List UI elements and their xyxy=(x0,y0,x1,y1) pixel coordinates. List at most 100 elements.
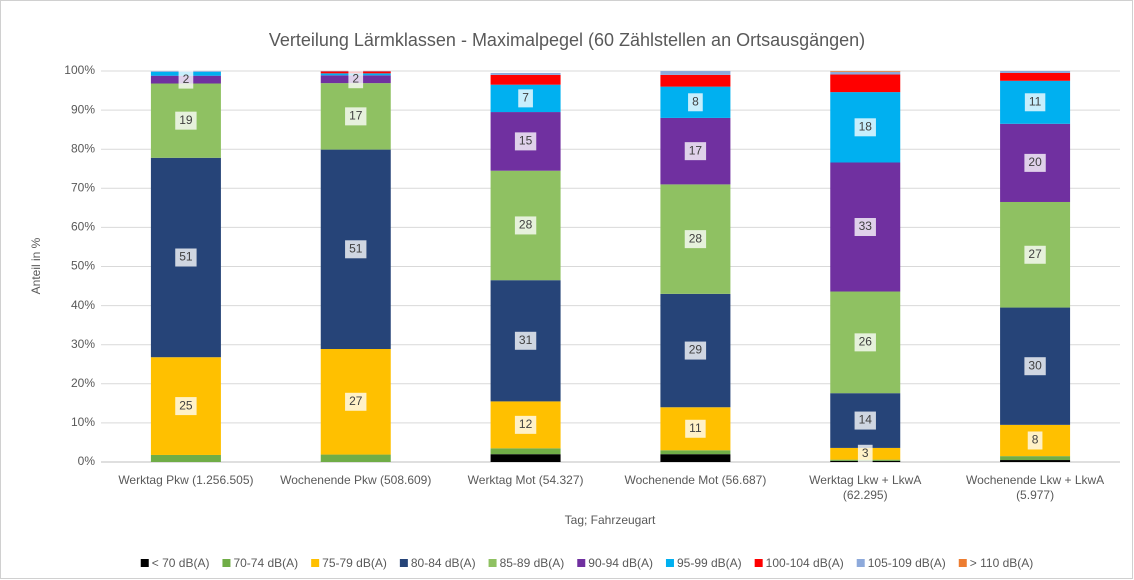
data-label-text: 20 xyxy=(1028,155,1042,169)
data-label: 8 xyxy=(1027,431,1043,450)
y-tick-label: 80% xyxy=(71,141,95,155)
x-tick-label: Werktag Mot (54.327) xyxy=(468,473,584,487)
legend-swatch xyxy=(958,559,967,567)
data-label-text: 8 xyxy=(1032,433,1039,447)
legend-swatch xyxy=(140,559,149,567)
y-tick-label: 40% xyxy=(71,298,95,312)
bar-segment xyxy=(660,71,731,75)
data-label-box xyxy=(514,331,537,350)
data-label-text: 27 xyxy=(1028,247,1042,261)
data-label-box xyxy=(1024,93,1046,112)
data-label-box xyxy=(514,216,537,235)
y-tick-label: 0% xyxy=(78,454,96,468)
data-label: 3 xyxy=(857,444,873,463)
data-label: 31 xyxy=(514,331,537,350)
legend-swatch xyxy=(577,559,586,567)
data-label-box xyxy=(514,132,537,151)
data-label-box xyxy=(684,230,707,249)
bar-segment xyxy=(830,71,901,75)
bar-segment xyxy=(490,72,561,75)
legend-swatch xyxy=(665,559,674,567)
data-label-text: 15 xyxy=(519,134,533,148)
data-label-text: 17 xyxy=(689,143,703,157)
legend-swatch xyxy=(311,559,320,567)
data-label: 2 xyxy=(178,70,194,89)
data-label: 11 xyxy=(685,419,706,438)
legend-label: 80-84 dB(A) xyxy=(411,556,476,570)
x-tick-label: Wochenende Pkw (508.609) xyxy=(280,473,431,487)
data-label: 19 xyxy=(175,111,197,130)
bar-segment xyxy=(660,74,731,87)
x-tick-label: Werktag Pkw (1.256.505) xyxy=(118,473,253,487)
bar-segment xyxy=(490,448,561,455)
data-label: 12 xyxy=(514,415,537,434)
y-tick-label: 70% xyxy=(71,180,95,194)
label-line: Wochenende Lkw + LkwA xyxy=(966,473,1104,487)
legend-swatch xyxy=(856,559,865,567)
data-label-box xyxy=(688,93,703,112)
data-label-text: 7 xyxy=(522,91,529,105)
data-label-text: 25 xyxy=(179,398,193,412)
legend-swatch xyxy=(222,559,231,567)
bar-segment xyxy=(830,74,901,93)
data-label-box xyxy=(345,392,367,411)
legend-label: > 110 dB(A) xyxy=(970,556,1033,570)
data-label: 27 xyxy=(345,392,367,411)
bar-segment xyxy=(660,454,731,462)
y-tick-label: 30% xyxy=(71,337,95,351)
y-tick-label: 90% xyxy=(71,102,95,116)
bar-segment xyxy=(1000,456,1071,461)
legend-label: 100-104 dB(A) xyxy=(766,556,844,570)
data-label-box xyxy=(175,248,197,267)
data-label-box xyxy=(854,218,876,237)
data-label: 28 xyxy=(514,216,537,235)
bar-segment xyxy=(320,454,391,462)
data-label-box xyxy=(518,89,533,108)
data-label: 33 xyxy=(854,218,876,237)
data-label: 17 xyxy=(684,142,707,161)
data-label-box xyxy=(685,419,706,438)
data-label-text: 3 xyxy=(862,446,869,460)
chart-title: Verteilung Lärmklassen - Maximalpegel (6… xyxy=(269,30,865,50)
y-tick-label: 100% xyxy=(64,63,95,77)
data-label-text: 51 xyxy=(349,241,363,255)
data-label-text: 27 xyxy=(349,394,363,408)
bar-segment xyxy=(660,450,731,455)
label-line: (62.295) xyxy=(843,488,888,502)
legend-label: 85-89 dB(A) xyxy=(500,556,565,570)
legend-label: 70-74 dB(A) xyxy=(233,556,298,570)
legend-label: 95-99 dB(A) xyxy=(677,556,742,570)
y-tick-label: 20% xyxy=(71,376,95,390)
data-label-text: 17 xyxy=(349,109,363,123)
data-label-box xyxy=(1027,431,1043,450)
bar-segment xyxy=(830,71,901,72)
data-label-text: 30 xyxy=(1028,358,1042,372)
data-label: 7 xyxy=(518,89,533,108)
data-label-box xyxy=(1024,357,1046,376)
data-label-text: 51 xyxy=(179,250,193,264)
data-label: 11 xyxy=(1024,93,1046,112)
data-label-text: 8 xyxy=(692,94,699,108)
label-line: (5.977) xyxy=(1016,488,1054,502)
data-label-box xyxy=(175,397,197,416)
legend-label: 105-109 dB(A) xyxy=(868,556,946,570)
bar-segment xyxy=(1000,460,1071,462)
data-label: 27 xyxy=(1024,245,1046,264)
data-label-box xyxy=(854,118,876,137)
data-label-box xyxy=(178,70,194,89)
data-label: 26 xyxy=(854,333,876,352)
data-label: 15 xyxy=(514,132,537,151)
data-label-text: 12 xyxy=(519,417,533,431)
data-label-text: 28 xyxy=(519,218,533,232)
y-tick-label: 10% xyxy=(71,415,95,429)
data-label-box xyxy=(684,341,707,360)
legend-swatch xyxy=(488,559,497,567)
data-label-text: 28 xyxy=(689,231,703,245)
data-label-box xyxy=(175,111,197,130)
legend-label: 75-79 dB(A) xyxy=(322,556,387,570)
data-label-text: 18 xyxy=(859,119,873,133)
data-label-text: 2 xyxy=(352,71,359,85)
bar-segment xyxy=(150,454,221,462)
y-axis-title: Anteil in % xyxy=(29,237,43,294)
